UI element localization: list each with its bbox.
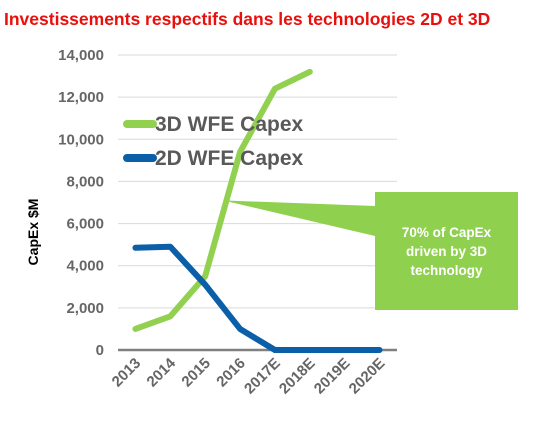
x-tick-label: 2019E [311, 355, 354, 398]
y-axis-ticks: 0 2,000 4,000 6,000 8,000 10,000 12,000 14,000 [58, 47, 104, 359]
x-tick-label: 2013 [109, 355, 145, 391]
x-tick-label: 2018E [276, 355, 319, 398]
y-tick-label: 8,000 [66, 173, 104, 190]
callout-pointer [223, 200, 375, 236]
x-tick-label: 2014 [144, 354, 180, 390]
x-tick-label: 2017E [241, 355, 284, 398]
x-tick-label: 2020E [346, 355, 389, 398]
y-tick-label: 10,000 [58, 131, 104, 148]
callout-box: 70% of CapEx driven by 3D technology [375, 192, 518, 310]
legend: 3D WFE Capex 2D WFE Capex [123, 113, 304, 170]
y-tick-label: 6,000 [66, 216, 104, 233]
y-axis-label: CapEx $M [25, 199, 41, 266]
y-tick-label: 4,000 [66, 258, 104, 275]
series-lines [132, 68, 383, 353]
callout-text: 70% of CapEx driven by 3D technology [401, 224, 492, 278]
x-tick-label: 2015 [178, 355, 214, 391]
legend-label: 3D WFE Capex [155, 113, 304, 136]
series-line-2d-wfe-capex [132, 243, 383, 353]
callout-wedge [223, 200, 375, 236]
y-tick-label: 12,000 [58, 89, 104, 106]
chart-title: Investissements respectifs dans les tech… [4, 9, 491, 29]
y-tick-label: 0 [96, 342, 104, 359]
y-tick-label: 2,000 [66, 300, 104, 317]
y-tick-label: 14,000 [58, 47, 104, 64]
legend-label: 2D WFE Capex [155, 147, 304, 170]
series-line-3d-wfe-capex [132, 68, 313, 332]
